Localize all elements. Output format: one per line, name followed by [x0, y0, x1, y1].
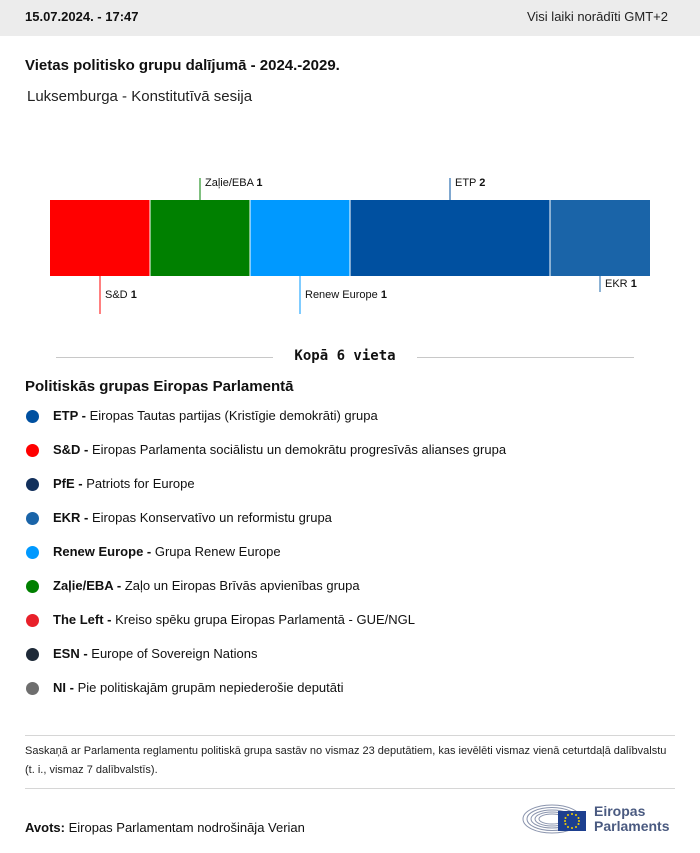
legend-item-name: Kreiso spēku grupa Eiropas Parlamentā - … [111, 612, 415, 627]
legend-item-text: NI - Pie politiskajām grupām nepiederoši… [53, 678, 344, 698]
legend-color-dot [26, 682, 39, 695]
datetime: 15.07.2024. - 17:47 [25, 9, 139, 24]
page-title: Vietas politisko grupu dalījumā - 2024.-… [25, 57, 340, 74]
legend-item-abbr: NI - [53, 680, 74, 695]
legend-item: PfE - Patriots for Europe [25, 474, 665, 508]
legend-item-name: Eiropas Tautas partijas (Kristīgie demok… [86, 408, 378, 423]
legend-item-name: Pie politiskajām grupām nepiederošie dep… [73, 680, 344, 695]
total-seats-label: Kopā 6 vieta [294, 348, 396, 364]
legend-item-text: ESN - Europe of Sovereign Nations [53, 644, 258, 664]
footnote: Saskaņā ar Parlamenta reglamentu politis… [25, 745, 667, 776]
bar-segment [50, 200, 150, 276]
legend-item-abbr: ETP - [53, 408, 86, 423]
legend-item-text: EKR - Eiropas Konservatīvo un reformistu… [53, 508, 332, 528]
legend-item: Renew Europe - Grupa Renew Europe [25, 542, 665, 576]
source-text: Eiropas Parlamentam nodrošināja Verian [68, 820, 305, 835]
legend-item-text: Renew Europe - Grupa Renew Europe [53, 542, 281, 562]
legend-item-abbr: EKR - [53, 510, 89, 525]
legend-title: Politiskās grupas Eiropas Parlamentā [25, 378, 294, 395]
legend-item-abbr: ESN - [53, 646, 88, 661]
legend-item: The Left - Kreiso spēku grupa Eiropas Pa… [25, 610, 665, 644]
legend-color-dot [26, 648, 39, 661]
segment-label-value: 1 [131, 289, 137, 301]
legend-color-dot [26, 410, 39, 423]
segment-label-name: EKR [605, 278, 631, 290]
segment-label-value: 2 [479, 177, 485, 189]
source-label: Avots: [25, 820, 65, 835]
legend-item-abbr: S&D - [53, 442, 89, 457]
legend-item: S&D - Eiropas Parlamenta sociālistu un d… [25, 440, 665, 474]
european-parliament-logo: Eiropas Parlaments [522, 797, 682, 839]
legend-color-dot [26, 478, 39, 491]
bar-segment [250, 200, 350, 276]
segment-label: EKR 1 [605, 278, 637, 290]
legend-item-name: Eiropas Konservatīvo un reformistu grupa [88, 510, 332, 525]
legend-item: EKR - Eiropas Konservatīvo un reformistu… [25, 508, 665, 542]
legend-item-name: Patriots for Europe [82, 476, 195, 491]
total-divider-right [417, 357, 634, 358]
bar-segment [550, 200, 650, 276]
legend-item-text: ETP - Eiropas Tautas partijas (Kristīgie… [53, 406, 378, 426]
legend-item-name: Eiropas Parlamenta sociālistu un demokrā… [88, 442, 507, 457]
legend-item-abbr: Renew Europe - [53, 544, 152, 559]
legend-item-text: S&D - Eiropas Parlamenta sociālistu un d… [53, 440, 506, 460]
hemicycle-icon [522, 804, 586, 834]
legend-item: NI - Pie politiskajām grupām nepiederoši… [25, 678, 665, 712]
segment-label: Zaļie/EBA 1 [205, 177, 262, 189]
legend-color-dot [26, 580, 39, 593]
legend-color-dot [26, 546, 39, 559]
segment-label-name: Renew Europe [305, 289, 381, 301]
timezone-note: Visi laiki norādīti GMT+2 [526, 9, 668, 24]
segment-label: ETP 2 [455, 177, 485, 189]
logo-text: Eiropas Parlaments [594, 803, 670, 834]
segment-label-value: 1 [256, 177, 262, 189]
segment-label-value: 1 [381, 289, 387, 301]
segment-label: S&D 1 [105, 289, 137, 301]
legend-item: ESN - Europe of Sovereign Nations [25, 644, 665, 678]
source: Avots: Eiropas Parlamentam nodrošināja V… [25, 820, 305, 835]
legend-item-text: Zaļie/EBA - Zaļo un Eiropas Brīvās apvie… [53, 576, 360, 596]
segment-label-name: Zaļie/EBA [205, 177, 256, 189]
divider [25, 788, 675, 789]
legend-item-abbr: Zaļie/EBA - [53, 578, 122, 593]
legend-color-dot [26, 512, 39, 525]
legend-item-text: The Left - Kreiso spēku grupa Eiropas Pa… [53, 610, 415, 630]
legend-color-dot [26, 444, 39, 457]
bar-segment [150, 200, 250, 276]
top-bar: 15.07.2024. - 17:47 Visi laiki norādīti … [0, 0, 700, 36]
legend-color-dot [26, 614, 39, 627]
legend-item-name: Zaļo un Eiropas Brīvās apvienības grupa [121, 578, 360, 593]
page-subtitle: Luksemburga - Konstitutīvā sesija [27, 88, 253, 105]
legend: ETP - Eiropas Tautas partijas (Kristīgie… [25, 406, 665, 712]
divider [25, 735, 675, 736]
segment-label: Renew Europe 1 [305, 289, 387, 301]
legend-item-abbr: PfE - [53, 476, 83, 491]
segment-label-value: 1 [631, 278, 637, 290]
legend-item-name: Europe of Sovereign Nations [87, 646, 258, 661]
legend-item-text: PfE - Patriots for Europe [53, 474, 195, 494]
total-divider-left [56, 357, 273, 358]
segment-label-name: S&D [105, 289, 131, 301]
segment-label-name: ETP [455, 177, 479, 189]
legend-item: ETP - Eiropas Tautas partijas (Kristīgie… [25, 406, 665, 440]
legend-item-abbr: The Left - [53, 612, 112, 627]
legend-item-name: Grupa Renew Europe [151, 544, 281, 559]
bar-segment [350, 200, 550, 276]
total-seats: Kopā 6 vieta [56, 348, 634, 368]
legend-item: Zaļie/EBA - Zaļo un Eiropas Brīvās apvie… [25, 576, 665, 610]
